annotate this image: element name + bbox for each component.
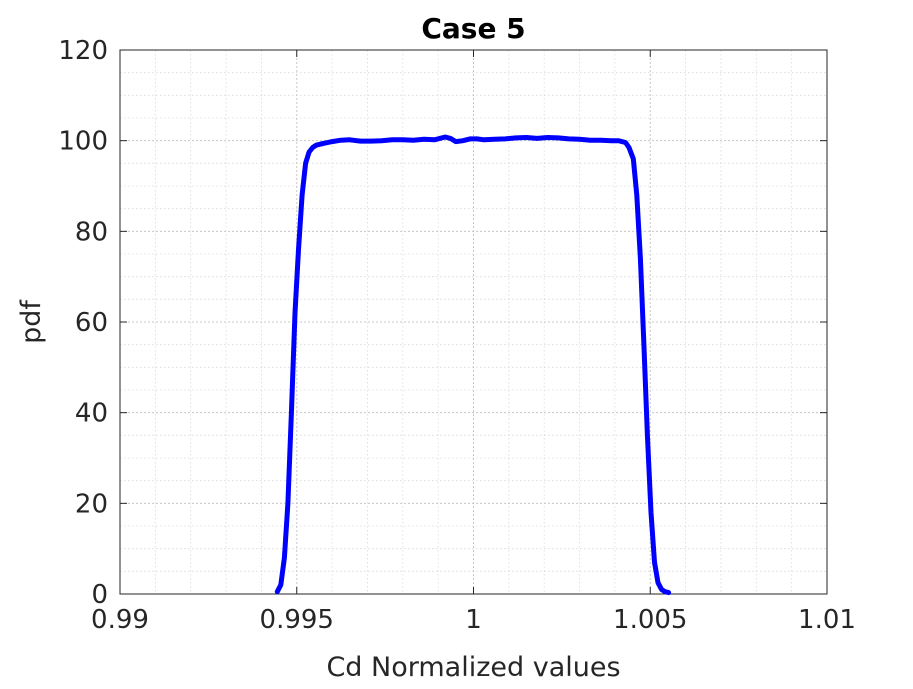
x-axis-title: Cd Normalized values <box>326 652 620 683</box>
x-tick-label: 0.995 <box>260 605 334 635</box>
axis-ticks <box>119 49 828 595</box>
pdf-series-line <box>274 134 672 596</box>
y-tick-label: 60 <box>75 308 108 338</box>
x-tick-label: 1.005 <box>613 605 687 635</box>
series-layer <box>274 134 672 596</box>
y-tick-label: 0 <box>91 580 108 610</box>
y-axis-title: pdf <box>16 299 47 344</box>
y-tick-label: 100 <box>58 127 108 157</box>
x-tick-label: 1 <box>465 605 482 635</box>
y-tick-label: 120 <box>58 36 108 66</box>
x-tick-label: 0.99 <box>91 605 149 635</box>
axis-tick-labels: 0.99 0.995 1 1.005 1.01 0 20 40 60 80 100 120 <box>58 36 856 635</box>
y-tick-label: 40 <box>75 399 108 429</box>
y-tick-label: 80 <box>75 217 108 247</box>
x-tick-label: 1.01 <box>798 605 856 635</box>
chart-title: Case 5 <box>421 12 525 45</box>
y-tick-label: 20 <box>75 489 108 519</box>
